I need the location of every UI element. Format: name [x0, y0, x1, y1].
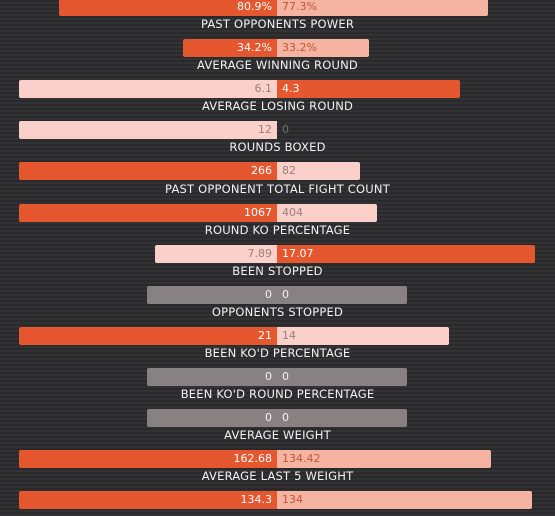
stat-bar-right: 77.3%: [277, 0, 488, 16]
stat-bar-left: 21: [19, 326, 277, 345]
stat-bar-left: 1067: [19, 203, 277, 222]
stat-bar-right: 404: [277, 203, 377, 222]
stat-bar-left: 134.3: [19, 491, 277, 510]
stat-title: OPPONENTS STOPPED: [211, 304, 344, 319]
stat-title: AVERAGE LOSING ROUND: [201, 99, 354, 114]
stat-title: BEEN KO'D ROUND PERCENTAGE: [180, 387, 375, 401]
stat-bar-right: 134: [277, 491, 532, 510]
stat-bar-right: 82: [277, 162, 360, 181]
stat-title: AVERAGE LAST 5 WEIGHT: [201, 469, 354, 484]
stat-bar-left: 266: [19, 162, 277, 181]
stat-title: ROUND KO PERCENTAGE: [204, 222, 351, 237]
stat-title: AVERAGE WEIGHT: [224, 428, 331, 443]
stat-bar-right: 4.3: [277, 80, 460, 99]
stat-title: PAST OPPONENT TOTAL FIGHT COUNT: [165, 181, 390, 196]
stat-bar-left: 0: [147, 409, 277, 427]
stat-title: AVERAGE WINNING ROUND: [197, 58, 358, 73]
stat-title: PAST OPPONENTS POWER: [200, 17, 355, 32]
stat-bar-right: 17.07: [277, 244, 535, 263]
stat-bar-right: 0: [277, 285, 407, 304]
stat-title: BEEN STOPPED: [232, 263, 323, 278]
stat-title: BEEN KO'D PERCENTAGE: [204, 345, 351, 360]
stat-bar-right: 33.2%: [277, 39, 369, 58]
stat-bar-right: 0: [282, 123, 289, 137]
stat-bar-right: 14: [277, 326, 449, 345]
stat-bar-left: 7.89: [155, 244, 277, 263]
stat-bar-left: 34.2%: [183, 39, 277, 58]
stat-bar-right: 134.42: [277, 450, 491, 469]
stat-bar-right: 0: [277, 367, 407, 386]
stat-bar-right: 0: [277, 409, 407, 427]
stat-bar-left: 162.68: [19, 450, 277, 469]
stat-bar-left: 0: [147, 285, 277, 304]
stat-bar-left: 80.9%: [59, 0, 277, 16]
stat-bar-left: 6.1: [19, 80, 277, 99]
stat-bar-left: 12: [19, 121, 277, 140]
stat-title: ROUNDS BOXED: [229, 140, 326, 155]
stat-bar-left: 0: [147, 367, 277, 386]
